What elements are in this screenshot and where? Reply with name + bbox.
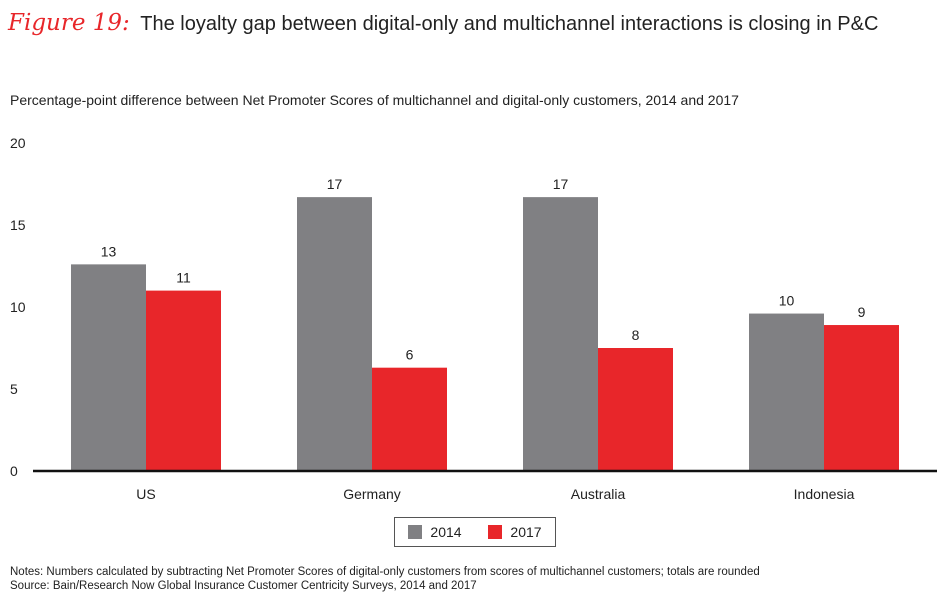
bar-2017-germany [372,367,447,471]
x-tick-label-indonesia: Indonesia [794,486,855,502]
data-label-2017-us: 11 [176,270,191,286]
data-label-2014-indonesia: 10 [779,293,795,309]
bar-2014-germany [297,197,372,471]
legend-swatch-2017 [488,525,503,539]
figure-label: Figure 19: [8,10,130,36]
chart-legend: 2014 2017 [394,517,556,547]
y-tick-label: 15 [10,217,26,233]
legend-label-2017: 2017 [510,524,542,540]
data-label-2014-us: 13 [101,243,117,259]
data-label-2017-australia: 8 [632,327,640,343]
y-tick-label: 10 [10,299,26,315]
data-label-2014-germany: 17 [327,176,343,192]
data-label-2017-indonesia: 9 [858,304,866,320]
x-tick-label-australia: Australia [571,486,626,502]
figure-title: The loyalty gap between digital-only and… [140,13,879,35]
chart-subtitle: Percentage-point difference between Net … [10,92,739,108]
x-tick-label-us: US [136,486,155,502]
bar-2017-australia [598,348,673,471]
bar-2014-us [71,264,146,471]
bar-2017-us [146,290,221,471]
data-label-2014-australia: 17 [553,176,569,192]
legend-label-2014: 2014 [430,524,462,540]
bar-2014-australia [523,197,598,471]
source-text: Source: Bain/Research Now Global Insuran… [10,580,477,592]
x-tick-label-germany: Germany [343,486,401,502]
legend-item-2017: 2017 [488,524,542,540]
y-tick-label: 20 [10,135,26,151]
figure-header: Figure 19: The loyalty gap between digit… [8,10,878,36]
notes-text: Notes: Numbers calculated by subtracting… [10,566,760,578]
notes-block: Notes: Numbers calculated by subtracting… [10,565,760,593]
bar-2014-indonesia [749,313,824,471]
y-tick-label: 5 [10,381,18,397]
bar-2017-indonesia [824,325,899,471]
y-tick-label: 0 [10,463,18,479]
data-label-2017-germany: 6 [406,347,414,363]
legend-item-2014: 2014 [408,524,462,540]
legend-swatch-2014 [408,525,423,539]
